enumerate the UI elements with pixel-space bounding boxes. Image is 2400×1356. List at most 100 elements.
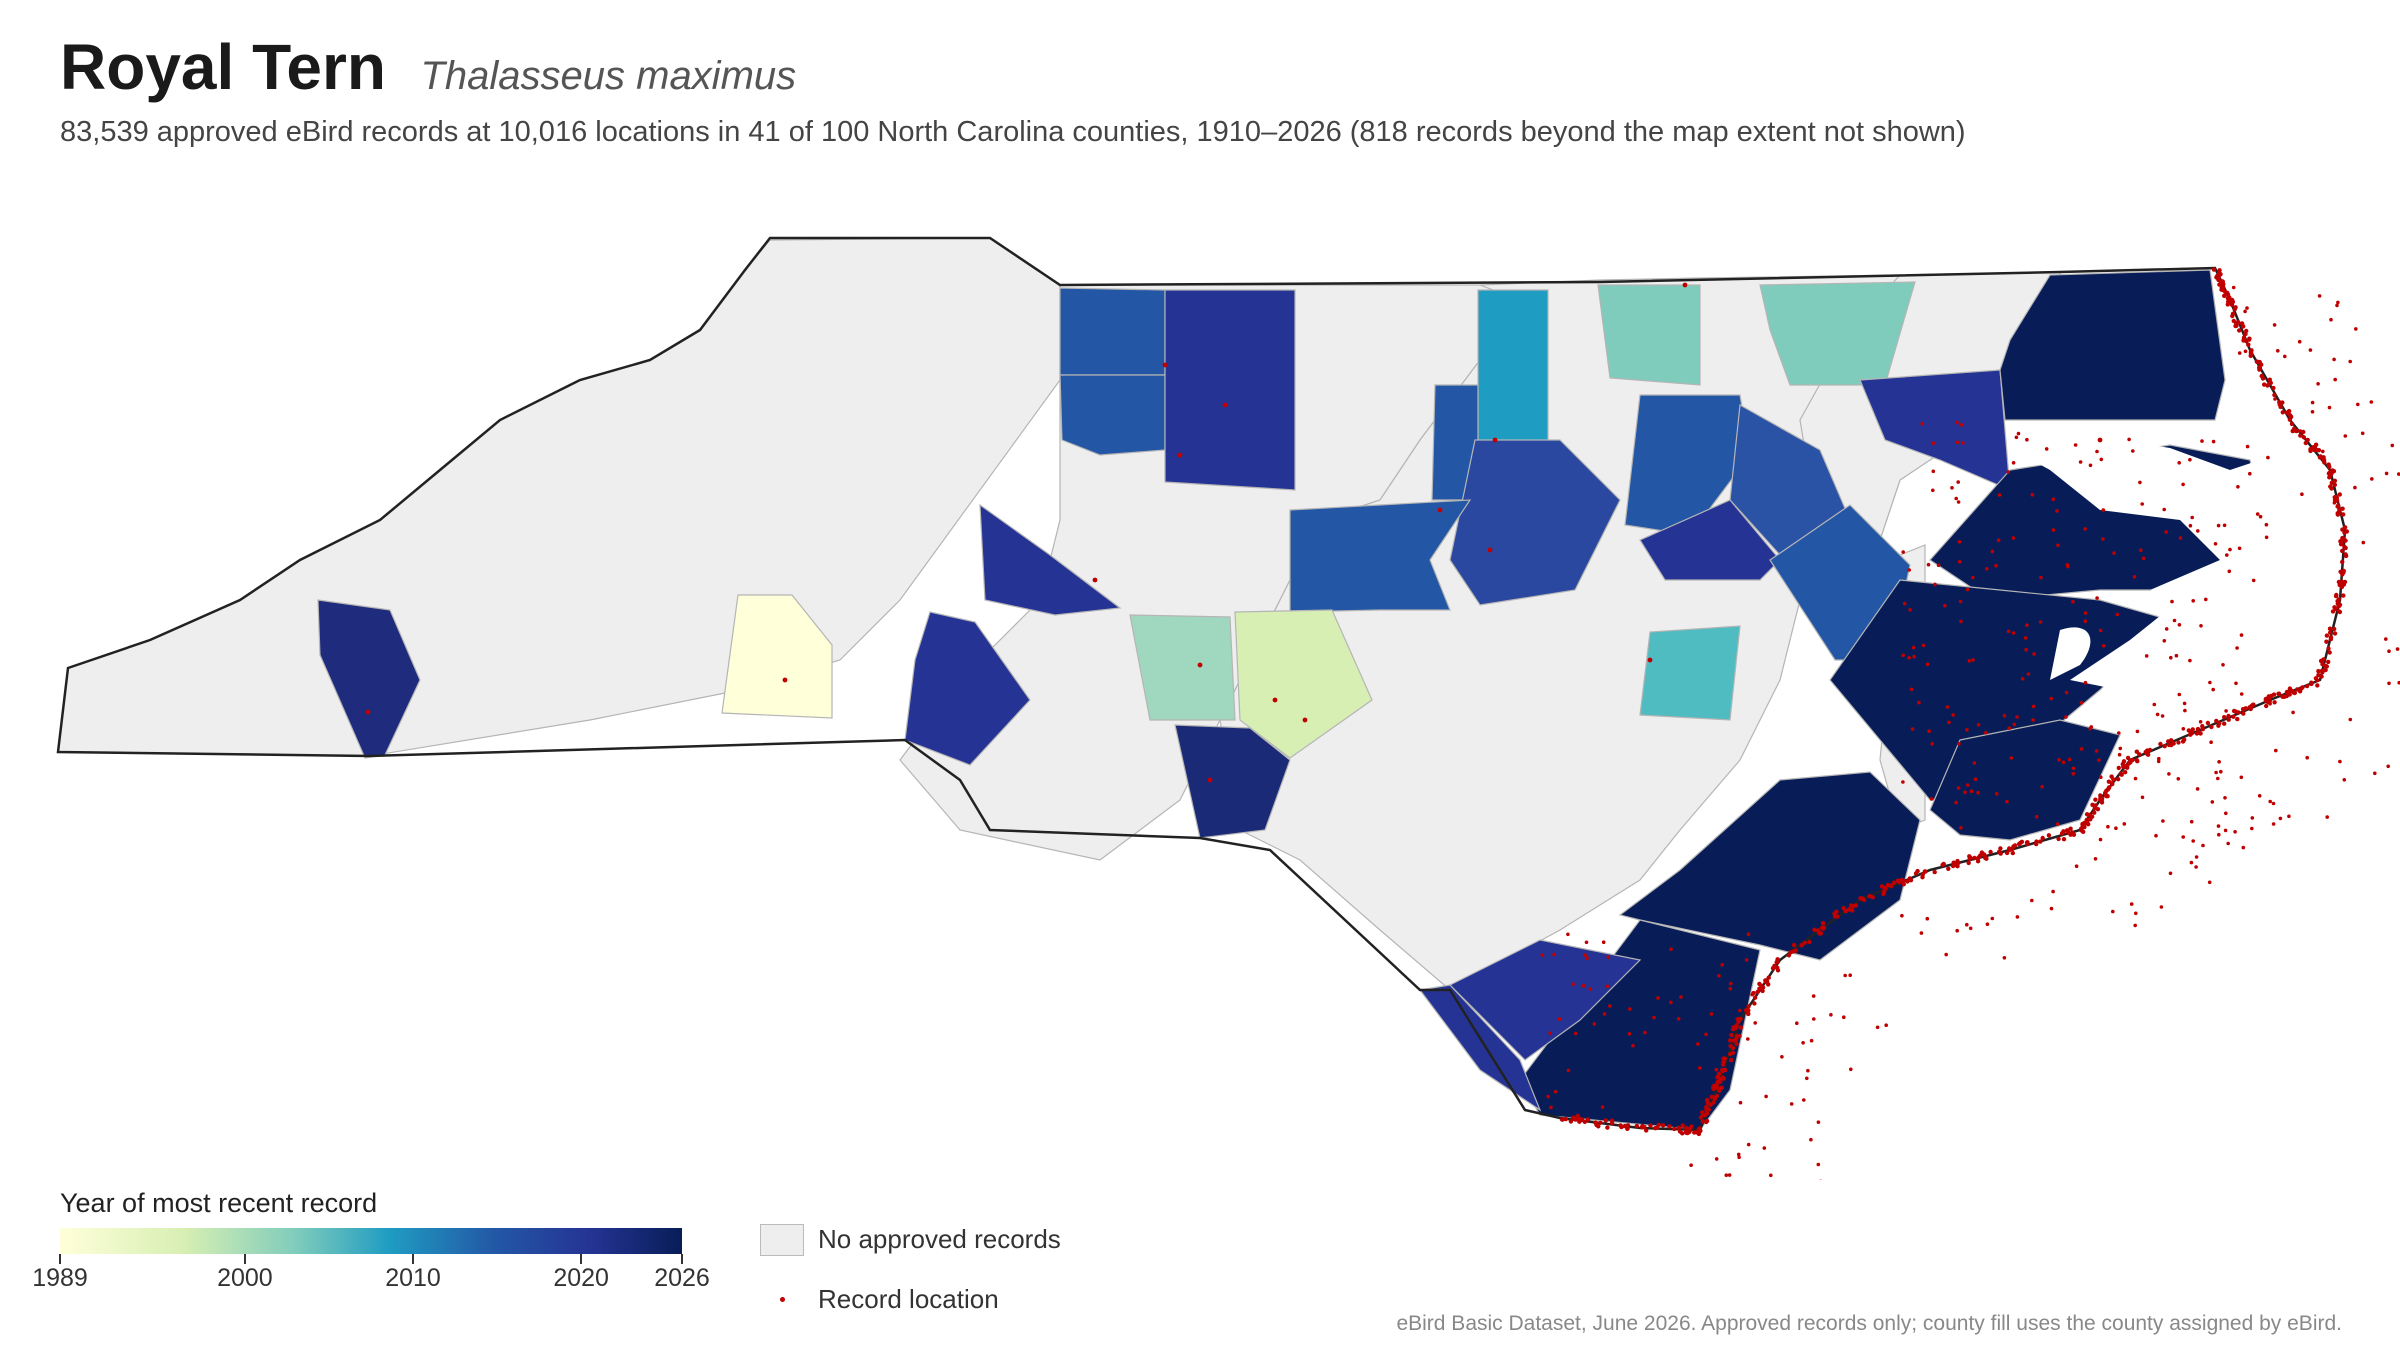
record-dot (2116, 765, 2121, 771)
record-dot (2240, 323, 2246, 329)
record-dot (1583, 953, 1587, 957)
record-dot (1961, 441, 1965, 445)
record-dot (2111, 909, 2115, 914)
record-dot (2288, 414, 2294, 420)
record-dot (1762, 1146, 1767, 1150)
record-dot (2172, 618, 2177, 623)
record-dot (1843, 909, 1848, 914)
record-dot (2098, 795, 2103, 801)
record-dot (2079, 747, 2084, 751)
record-dot (2300, 685, 2305, 690)
record-dot (2308, 447, 2313, 452)
record-dot (1849, 1067, 1853, 1072)
record-dot (365, 709, 371, 715)
record-dot (2031, 704, 2036, 709)
record-dot (2099, 457, 2104, 462)
record-dot (2101, 508, 2106, 512)
colorbar-tick-label: 2010 (385, 1264, 441, 1292)
record-dot (1719, 1085, 1725, 1090)
record-dot (1222, 402, 1228, 408)
record-dot (2009, 756, 2014, 760)
record-dot (2301, 429, 2306, 435)
record-dot (2235, 716, 2240, 722)
record-dot (2342, 530, 2347, 535)
record-dot (2189, 860, 2194, 865)
record-dot (1919, 931, 1924, 935)
record-dot (2233, 305, 2238, 310)
record-dot (2162, 744, 2167, 749)
record-dot (2265, 383, 2270, 388)
record-dot (1902, 601, 1907, 606)
record-dot (1969, 789, 1974, 793)
title-row: Royal Tern Thalasseus maximus (60, 30, 796, 104)
record-dot (2186, 728, 2191, 733)
record-dot (2093, 797, 2098, 802)
record-dot (1704, 1032, 1708, 1037)
record-dot (2162, 639, 2167, 643)
record-dot (1957, 540, 1962, 544)
record-dot (2064, 690, 2069, 695)
record-dot (2092, 810, 2097, 815)
county-2026 (1999, 269, 2226, 421)
record-dot (2304, 683, 2310, 689)
record-dot (2332, 631, 2338, 636)
record-dot (1680, 1131, 1685, 1136)
record-dot (1929, 797, 1934, 801)
record-dot (2095, 449, 2099, 454)
record-dot (1976, 790, 1980, 795)
record-dot (2348, 717, 2353, 722)
record-dot (1654, 1125, 1660, 1130)
record-dot (1197, 662, 1203, 668)
no-records-swatch (760, 1224, 804, 1256)
record-dot (2023, 636, 2028, 640)
record-dot (2191, 599, 2195, 603)
record-dot (2030, 492, 2035, 497)
record-dot (1627, 1032, 1632, 1036)
record-dot (2005, 799, 2009, 804)
record-dot (2159, 905, 2164, 909)
record-dot (2219, 769, 2223, 774)
record-dot (2342, 544, 2347, 549)
record-dot (1717, 974, 1721, 978)
record-dot (2298, 433, 2303, 438)
record-dot (1925, 662, 1930, 667)
record-dot (2088, 463, 2093, 468)
record-dot (1820, 921, 1826, 926)
record-dot (2133, 923, 2137, 928)
record-dot (2250, 826, 2254, 831)
record-dot (2122, 822, 2127, 826)
record-dot (2224, 811, 2228, 816)
record-dot (1951, 713, 1955, 717)
record-dot (2061, 760, 2066, 765)
record-dot (2340, 539, 2345, 544)
record-dot (2015, 915, 2020, 919)
county-2015 (1059, 287, 1166, 376)
record-dot (2233, 709, 2238, 714)
record-dot (2046, 833, 2052, 838)
record-dot (1715, 1079, 1720, 1085)
north-carolina-map (56, 236, 2400, 1180)
record-dot (1812, 1017, 1816, 1021)
record-dot (2183, 708, 2187, 713)
record-dot (1682, 282, 1688, 288)
record-dot (1162, 362, 1168, 368)
record-dot (1593, 1120, 1598, 1125)
record-dot (1769, 1173, 1773, 1178)
record-dot (1900, 878, 1905, 883)
record-dot (2145, 752, 2151, 757)
record-dot (2277, 402, 2282, 407)
county-2026 (1929, 719, 2121, 841)
record-dot (2354, 327, 2358, 331)
record-dot (2272, 323, 2277, 327)
record-dot (1679, 995, 1683, 999)
record-dot (2266, 695, 2272, 701)
record-dot (1806, 1068, 1810, 1073)
record-dot (2141, 556, 2146, 561)
record-dot (2237, 351, 2242, 355)
record-dot (1755, 989, 1760, 995)
record-dot (1746, 1011, 1751, 1017)
record-dot (2219, 278, 2224, 284)
record-dot (2201, 843, 2205, 848)
record-dot (1553, 1089, 1558, 1094)
record-dot (2110, 781, 2115, 787)
